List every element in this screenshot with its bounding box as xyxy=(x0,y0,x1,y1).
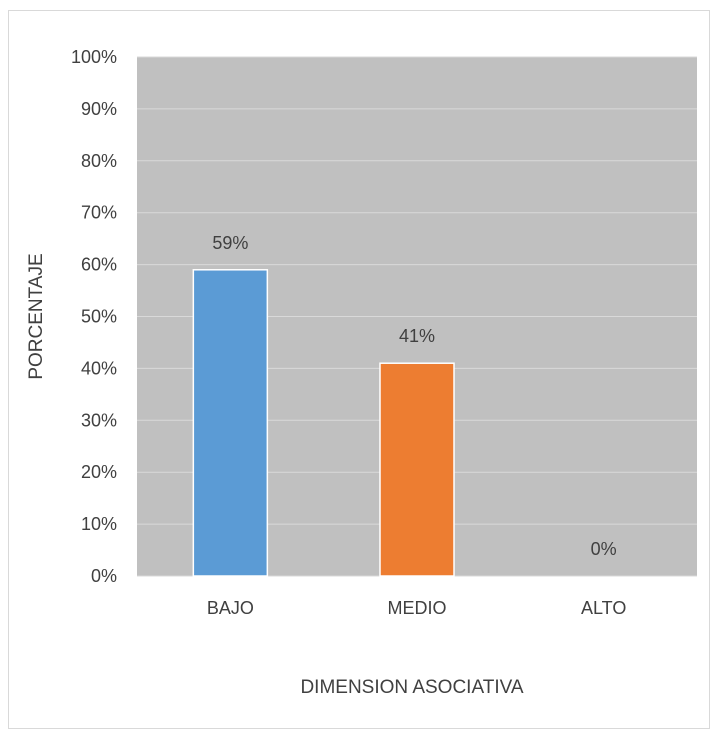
y-tick-label: 10% xyxy=(81,514,117,534)
x-axis-title: DIMENSION ASOCIATIVA xyxy=(300,677,523,698)
x-axis-ticks: BAJO MEDIO ALTO xyxy=(207,598,627,618)
y-axis-ticks: 0% 10% 20% 30% 40% 50% 60% 70% 80% 90% 100% xyxy=(71,47,117,586)
y-tick-label: 70% xyxy=(81,203,117,223)
data-label-medio: 41% xyxy=(399,326,435,346)
x-tick-label: ALTO xyxy=(581,598,626,618)
y-tick-label: 50% xyxy=(81,307,117,327)
y-tick-label: 100% xyxy=(71,47,117,67)
y-tick-label: 90% xyxy=(81,99,117,119)
y-tick-label: 60% xyxy=(81,255,117,275)
x-tick-label: MEDIO xyxy=(387,598,446,618)
bar-medio xyxy=(379,362,455,577)
data-label-bajo: 59% xyxy=(212,233,248,253)
y-tick-label: 30% xyxy=(81,410,117,430)
bar-bajo xyxy=(192,269,269,577)
x-tick-label: BAJO xyxy=(207,598,254,618)
data-label-alto: 0% xyxy=(591,539,617,559)
bars xyxy=(192,269,455,577)
y-tick-label: 40% xyxy=(81,358,117,378)
y-tick-label: 80% xyxy=(81,151,117,171)
data-labels: 59% 41% 0% xyxy=(212,233,616,559)
y-tick-label: 20% xyxy=(81,462,117,482)
y-axis-title: PORCENTAJE xyxy=(26,253,47,379)
y-tick-label: 0% xyxy=(91,566,117,586)
